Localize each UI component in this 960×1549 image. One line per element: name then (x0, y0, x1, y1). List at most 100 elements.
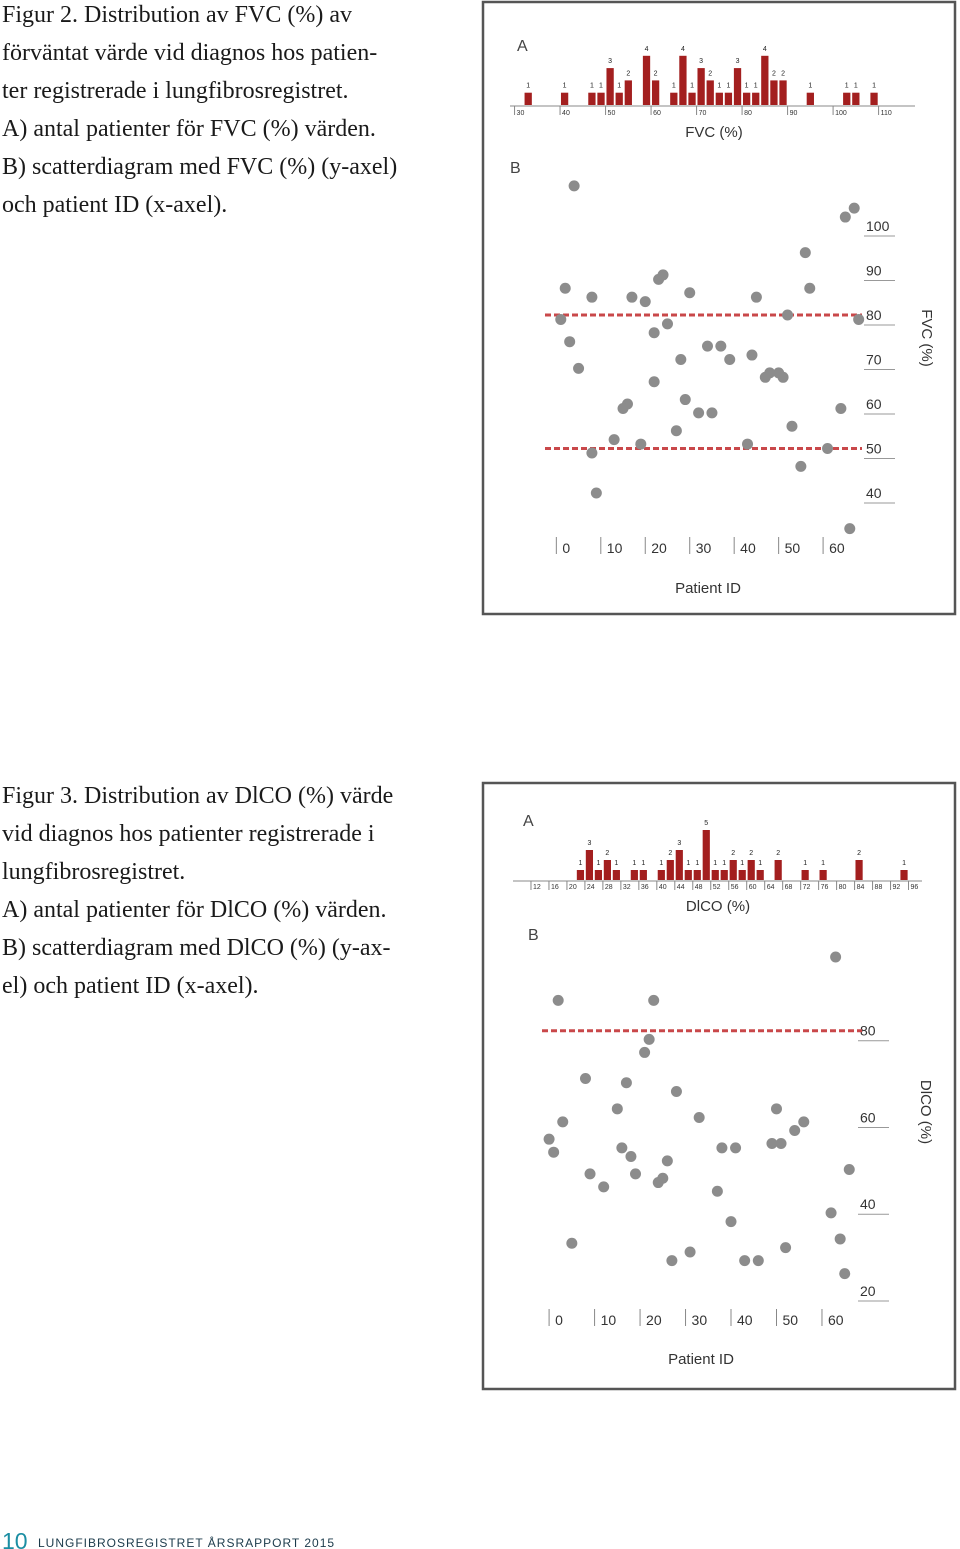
data-point (764, 367, 776, 379)
bar (612, 870, 620, 880)
x-tick-label: 56 (731, 884, 739, 891)
y-tick-label: 80 (866, 307, 882, 323)
bar (720, 870, 728, 880)
data-point (693, 407, 705, 419)
data-point (648, 376, 660, 388)
data-point (684, 1246, 696, 1258)
data-point (843, 1164, 855, 1176)
bar-count-label: 1 (672, 83, 676, 90)
x-tick-label: 16 (551, 884, 559, 891)
data-point (630, 1168, 642, 1180)
x-tick-label: 84 (857, 884, 865, 891)
bar-count-label: 2 (626, 70, 630, 77)
y-tick-label: 50 (866, 441, 882, 457)
data-point (725, 1216, 737, 1228)
x-tick-label: 96 (911, 884, 919, 891)
x-tick-label: 30 (692, 1312, 708, 1328)
data-point (742, 438, 754, 450)
data-point (799, 247, 811, 259)
bar (657, 870, 665, 880)
data-point (746, 349, 758, 361)
bar (706, 80, 714, 105)
x-axis-label: Patient ID (675, 580, 741, 597)
x-tick-label: 80 (744, 110, 752, 117)
data-point (798, 1116, 810, 1128)
data-point (661, 1155, 673, 1167)
bar (588, 92, 596, 105)
caption-line: ter registrerade i lungfibrosregistret. (2, 78, 349, 104)
bar-count-label: 1 (614, 860, 618, 867)
x-tick-label: 20 (569, 884, 577, 891)
bar-count-label: 1 (596, 860, 600, 867)
x-tick-label: 30 (517, 110, 525, 117)
bar-count-label: 1 (659, 860, 663, 867)
x-tick-label: 60 (749, 884, 757, 891)
data-point (657, 269, 669, 281)
bar (524, 92, 532, 105)
bar (774, 860, 782, 880)
bar-count-label: 1 (713, 860, 717, 867)
bar-count-label: 1 (754, 83, 758, 90)
caption-line: Figur 2. Distribution av FVC (%) av (2, 2, 352, 28)
y-axis-label: DlCO (%) (917, 1080, 934, 1144)
bar-count-label: 1 (745, 83, 749, 90)
data-point (702, 340, 713, 352)
y-tick-label: 90 (866, 262, 882, 278)
bar (806, 92, 814, 105)
bar-count-label: 1 (808, 83, 812, 90)
bar (693, 870, 701, 880)
x-tick-label: 110 (881, 110, 892, 117)
bar-count-label: 1 (758, 860, 762, 867)
x-tick-label: 20 (646, 1312, 662, 1328)
data-point (555, 313, 567, 325)
data-point (684, 287, 696, 299)
data-point (789, 1125, 801, 1137)
data-point (739, 1255, 751, 1267)
x-tick-label: 10 (607, 540, 623, 556)
bar (715, 92, 723, 105)
data-point (670, 425, 682, 437)
bar-count-label: 1 (632, 860, 636, 867)
data-point (825, 1207, 837, 1219)
bar (594, 870, 602, 880)
caption-line: vid diagnos hos patienter registrerade i (2, 821, 375, 847)
x-tick-label: 70 (699, 110, 707, 117)
x-axis-label: FVC (%) (685, 124, 743, 141)
data-point (770, 1103, 782, 1115)
x-tick-label: 68 (785, 884, 793, 891)
data-point (652, 1177, 664, 1189)
x-tick-label: 0 (562, 540, 570, 556)
bar (675, 850, 683, 880)
bar (642, 55, 651, 105)
bar (615, 92, 623, 105)
data-point (643, 1033, 655, 1045)
data-point (626, 291, 638, 303)
data-point (777, 371, 789, 383)
data-point (543, 1133, 555, 1145)
bar-count-label: 1 (854, 83, 858, 90)
x-tick-label: 100 (835, 110, 847, 117)
bar-count-label: 2 (731, 850, 735, 857)
data-point (675, 354, 687, 365)
bar-count-label: 2 (654, 70, 658, 77)
x-tick-label: 40 (740, 540, 756, 556)
bar-count-label: 1 (803, 860, 807, 867)
bar (679, 55, 687, 105)
x-tick-label: 28 (605, 884, 613, 891)
bar-count-label: 4 (681, 46, 685, 53)
data-point (566, 1237, 578, 1249)
data-point (625, 1151, 637, 1163)
data-point (835, 402, 847, 414)
bar-count-label: 3 (699, 58, 703, 65)
data-point (617, 402, 629, 414)
x-tick-label: 32 (623, 884, 631, 891)
data-point (666, 1255, 678, 1267)
data-point (639, 296, 651, 308)
data-point (586, 291, 598, 303)
bar-count-label: 4 (645, 46, 649, 53)
x-tick-label: 80 (839, 884, 847, 891)
data-point (635, 438, 647, 450)
data-point (752, 1255, 764, 1267)
